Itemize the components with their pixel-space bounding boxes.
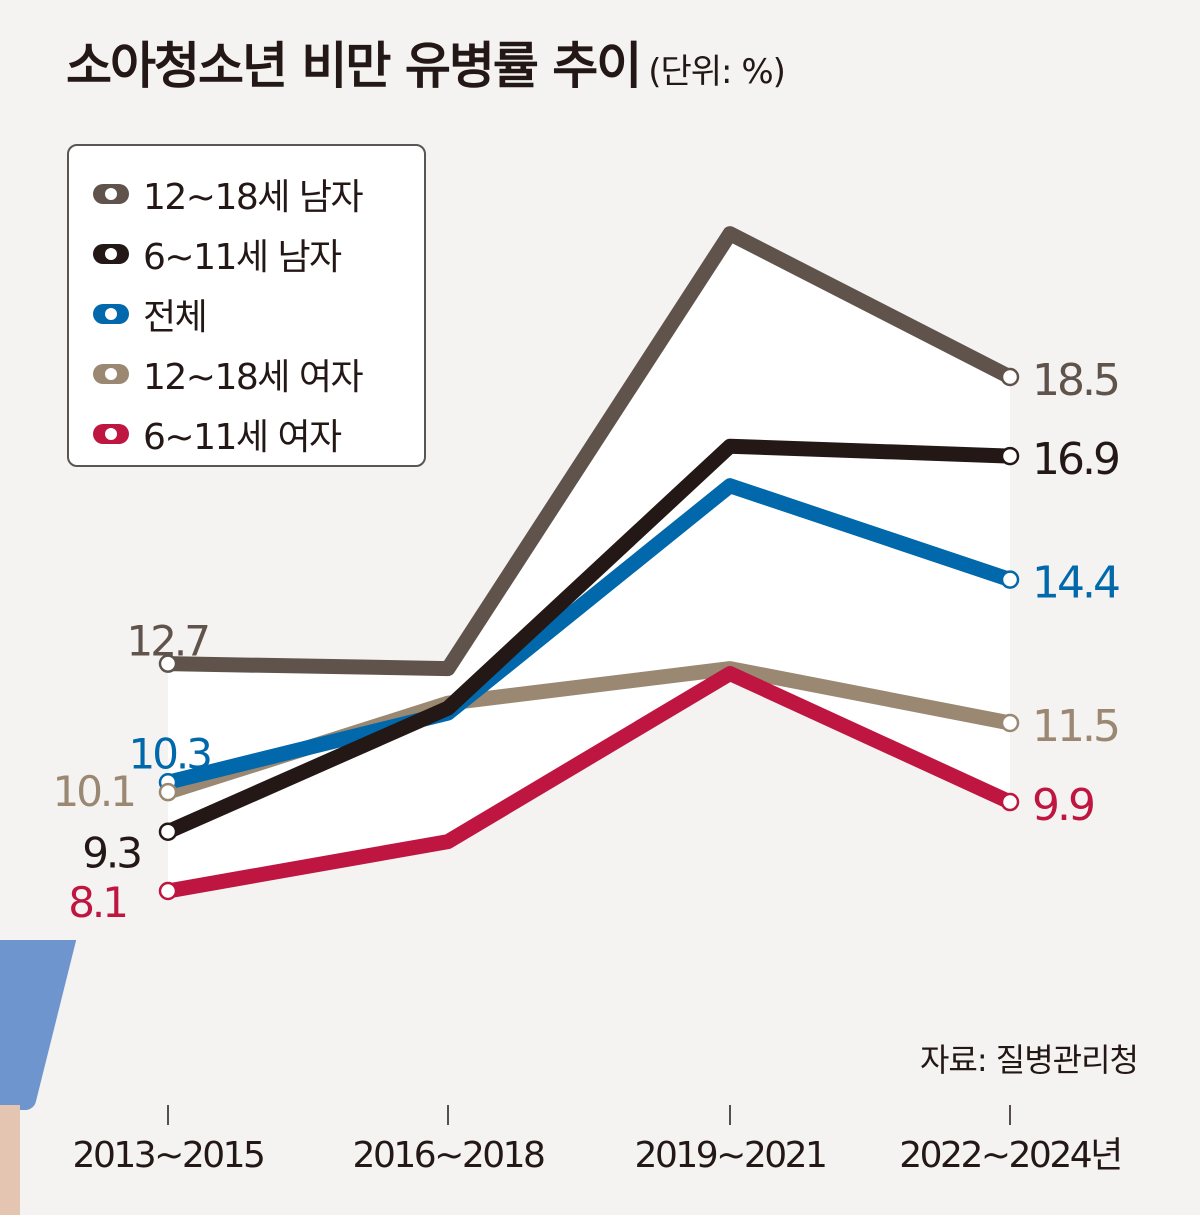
series-lines (158, 226, 1020, 901)
series-line (160, 226, 1018, 677)
legend-swatch-icon (93, 244, 129, 264)
legend-item: 6~11세 여자 (93, 404, 424, 464)
data-point-marker (1000, 367, 1020, 387)
data-label: 16.9 (1032, 434, 1118, 485)
series-line (160, 478, 1018, 790)
legend-swatch-icon (93, 424, 129, 444)
series-line (160, 438, 1018, 840)
legend-swatch-icon (93, 184, 129, 204)
x-axis-tick-label: 2022~2024년 (899, 1135, 1121, 1176)
data-label: 10.1 (52, 767, 134, 816)
data-label: 8.1 (68, 878, 126, 927)
legend-label: 6~11세 남자 (143, 237, 342, 278)
source-note: 자료: 질병관리청 (919, 1041, 1139, 1079)
data-label: 9.3 (82, 829, 140, 878)
photo-arm-decoration (0, 1105, 20, 1215)
data-point-marker (158, 822, 178, 841)
legend-item: 6~11세 남자 (93, 224, 424, 284)
legend-swatch-icon (93, 364, 129, 384)
data-label: 9.9 (1032, 780, 1093, 831)
legend-label: 전체 (143, 297, 208, 338)
x-axis-tick-label: 2013~2015 (73, 1135, 264, 1176)
title-text: 소아청소년 비만 유병률 추이 (66, 37, 642, 95)
unit-label: (단위: %) (648, 52, 786, 92)
data-point-marker (1000, 570, 1020, 589)
x-axis-tick-label: 2016~2018 (353, 1135, 544, 1176)
legend-item: 12~18세 여자 (93, 344, 424, 404)
data-point-marker (1000, 792, 1020, 812)
data-label: 18.5 (1032, 355, 1118, 406)
x-axis: 2013~2015 2016~2018 2019~2021 2022~2024년 (73, 1105, 1123, 1176)
data-point-marker (1000, 446, 1020, 466)
chart-title: 소아청소년 비만 유병률 추이 (단위: %) (66, 26, 786, 98)
legend-label: 6~11세 여자 (143, 417, 342, 458)
data-label: 11.5 (1032, 701, 1118, 752)
data-point-marker (1000, 713, 1020, 733)
data-label: 14.4 (1032, 558, 1119, 609)
data-point-marker (158, 881, 178, 901)
legend-swatch-icon (93, 304, 129, 324)
data-label: 12.7 (126, 617, 208, 666)
series-line (160, 666, 1018, 899)
x-axis-tick-label: 2019~2021 (635, 1135, 826, 1176)
legend-item: 전체 (93, 284, 424, 344)
legend-item: 12~18세 남자 (93, 164, 424, 224)
legend-label: 12~18세 남자 (143, 177, 364, 218)
legend-label: 12~18세 여자 (143, 357, 364, 398)
legend: 12~18세 남자 6~11세 남자 전체 12~18세 여자 6~11세 여자 (67, 144, 426, 467)
data-point-marker (158, 654, 178, 673)
data-point-marker (158, 782, 178, 802)
data-labels: 12.7 18.5 9.3 16.9 10.3 14.4 10.1 11.5 8.1 9.9 (52, 355, 1121, 927)
data-label: 10.3 (128, 729, 210, 778)
